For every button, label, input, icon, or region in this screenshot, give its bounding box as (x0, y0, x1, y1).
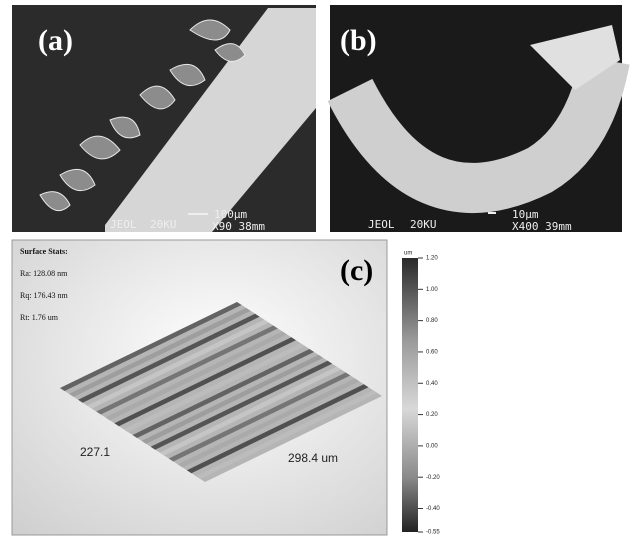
voltage: 20KU (150, 218, 177, 231)
panel-a: (a) JEOL 20KU 100µm X90 38mm (12, 5, 316, 233)
panel-label: (a) (38, 24, 73, 57)
colorbar-tick-label: -0.20 (426, 475, 440, 481)
colorbar-tick-label: 1.00 (426, 287, 438, 293)
colorbar-tick-label: 1.20 (426, 256, 438, 262)
magnification: X400 39mm (512, 220, 572, 233)
magnification: X90 38mm (212, 220, 265, 233)
panel-c: Surface Stats: Ra: 128.08 nm Rq: 176.43 … (12, 240, 440, 536)
stat: Rt: 1.76 um (20, 313, 59, 322)
panel-label: (c) (340, 254, 373, 287)
panel-label: (b) (340, 24, 377, 57)
panel-b: (b) JEOL 20KU 10µm X400 39mm (330, 5, 622, 233)
stat: Ra: 128.08 nm (20, 269, 68, 278)
dim-y: 227.1 (80, 445, 110, 459)
stat: Rq: 176.43 nm (20, 291, 69, 300)
voltage: 20KU (410, 218, 437, 231)
colorbar-tick-label: 0.60 (426, 350, 438, 356)
stats-title: Surface Stats: (20, 247, 68, 256)
instrument: JEOL (368, 218, 395, 231)
dim-x: 298.4 um (288, 451, 338, 465)
figure: (a) JEOL 20KU 100µm X90 38mm (b) JEOL 20… (0, 0, 632, 538)
colorbar-unit: um (404, 251, 412, 257)
colorbar-tick-label: -0.55 (426, 530, 440, 536)
colorbar-tick-label: 0.40 (426, 381, 438, 387)
colorbar-tick-label: 0.00 (426, 443, 438, 449)
instrument: JEOL (110, 218, 137, 231)
colorbar-tick-label: 0.20 (426, 412, 438, 418)
colorbar (402, 258, 418, 532)
colorbar-tick-label: 0.80 (426, 318, 438, 324)
colorbar-tick-label: -0.40 (426, 506, 440, 512)
